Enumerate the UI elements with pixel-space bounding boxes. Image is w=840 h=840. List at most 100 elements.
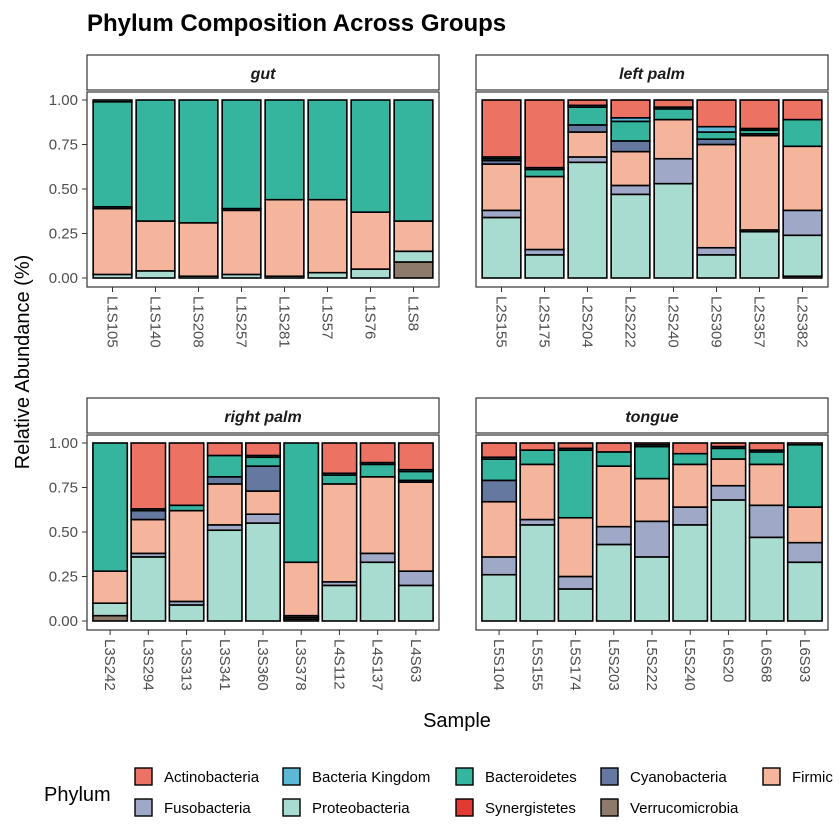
bar-segment-l2s175-firmicutes xyxy=(524,175,565,251)
x-tick-label-l2s309: L2S309 xyxy=(708,296,725,348)
bar-segment-l4s137-actinobacteria xyxy=(359,442,396,464)
x-tick-label-l3s242: L3S242 xyxy=(101,639,118,691)
bar-segment-l4s137-firmicutes xyxy=(359,476,396,555)
bar-segment-l3s313-firmicutes xyxy=(168,509,205,603)
legend-label-cyanobacteria: Cyanobacteria xyxy=(630,769,727,786)
facet-panels: gut L1S105 L1S140 L1S208 L1S257 L1S281 L1S57 L1… xyxy=(49,54,829,691)
bar-segment-l2s222-proteobacteria xyxy=(610,193,651,279)
x-tick-label-l4s63: L4S63 xyxy=(407,639,424,682)
bar-segment-l2s222-cyanobacteria xyxy=(610,140,651,153)
x-tick-label-l5s174: L5S174 xyxy=(567,639,584,691)
bar-segment-l5s240-firmicutes xyxy=(672,463,709,508)
bar-segment-l3s341-actinobacteria xyxy=(206,442,243,457)
facet-strip-left-palm xyxy=(475,54,829,91)
legend-label-fusobacteria: Fusobacteria xyxy=(164,800,251,817)
facet-right-palm: right palm L3S242 L3S294 L3S313 L3S341 L3S360… xyxy=(49,397,440,691)
bar-segment-l6s68-proteobacteria xyxy=(748,536,785,622)
bar-segment-l3s242-firmicutes xyxy=(92,570,129,604)
bar-segment-l1s57-proteobacteria xyxy=(307,271,348,279)
x-tick-label-l3s341: L3S341 xyxy=(216,639,233,691)
bar-segment-l5s203-firmicutes xyxy=(595,465,632,528)
bar-segment-l3s341-bacteroidetes xyxy=(206,454,243,478)
legend-swatch-proteobacteria xyxy=(282,798,301,817)
bar-segment-l2s204-proteobacteria xyxy=(567,161,608,279)
x-tick-label-l5s222: L5S222 xyxy=(643,639,660,691)
bar-segment-l1s105-firmicutes xyxy=(92,207,133,276)
x-tick-label-l2s222: L2S222 xyxy=(622,296,639,348)
x-tick-label-l1s140: L1S140 xyxy=(147,296,164,348)
bar-segment-l6s93-bacteroidetes xyxy=(786,443,823,508)
bar-segment-l3s242-verrucomicrobia xyxy=(92,614,129,622)
bar-segment-l5s174-fusobacteria xyxy=(557,575,594,590)
bar-segment-l3s360-firmicutes xyxy=(245,490,282,515)
bar-segment-l5s155-bacteroidetes xyxy=(519,449,556,466)
bar-segment-l5s240-fusobacteria xyxy=(672,506,709,526)
bar-segment-l2s175-bacteroidetes xyxy=(524,168,565,178)
x-tick-label-l2s357: L2S357 xyxy=(751,296,768,348)
bar-segment-l5s203-bacteroidetes xyxy=(595,451,632,467)
bar-segment-l1s57-firmicutes xyxy=(307,198,348,274)
bar-segment-l3s341-firmicutes xyxy=(206,483,243,526)
x-tick-label-l1s105: L1S105 xyxy=(104,296,121,348)
bar-segment-l3s294-cyanobacteria xyxy=(130,509,167,521)
bar-segment-l5s104-bacteroidetes xyxy=(481,458,518,482)
bar-segment-l3s360-cyanobacteria xyxy=(245,465,282,492)
bar-segment-l6s20-firmicutes xyxy=(710,458,747,487)
bar-segment-l6s93-actinobacteria xyxy=(786,442,823,446)
x-tick-label-l1s208: L1S208 xyxy=(190,296,207,348)
legend-swatch-cyanobacteria xyxy=(600,767,619,786)
bar-segment-l5s174-proteobacteria xyxy=(557,588,594,622)
bar-segment-l2s309-fusobacteria xyxy=(696,246,737,256)
bar-segment-l5s203-fusobacteria xyxy=(595,525,632,546)
bar-segment-l2s155-proteobacteria xyxy=(481,216,522,279)
bar-segment-l2s204-fusobacteria xyxy=(567,156,608,164)
bar-segment-l2s382-fusobacteria xyxy=(782,209,823,237)
legend-swatch-actinobacteria xyxy=(134,767,153,786)
bar-segment-l6s68-actinobacteria xyxy=(748,442,785,451)
bar-segment-l3s360-fusobacteria xyxy=(245,513,282,524)
x-tick-label-l5s203: L5S203 xyxy=(605,639,622,691)
bar-segment-l2s204-bacteroidetes xyxy=(567,106,608,126)
bar-segment-l4s112-proteobacteria xyxy=(321,584,358,622)
y-tick-label-gut-0-25: 0.25 xyxy=(49,226,78,243)
x-tick-label-l1s281: L1S281 xyxy=(276,296,293,348)
bar-segment-l2s222-firmicutes xyxy=(610,150,651,187)
x-tick-label-l5s155: L5S155 xyxy=(528,639,545,691)
x-tick-label-l5s240: L5S240 xyxy=(681,639,698,691)
legend-label-bacteroidetes: Bacteroidetes xyxy=(485,769,577,786)
legend-label-actinobacteria: Actinobacteria xyxy=(164,769,260,786)
bar-segment-l5s222-proteobacteria xyxy=(633,556,670,622)
bar-segment-l1s105-bacteroidetes xyxy=(92,100,133,208)
bar-segment-l3s378-firmicutes xyxy=(283,561,320,617)
bar-segment-l5s155-actinobacteria xyxy=(519,442,556,451)
bar-segment-l5s104-firmicutes xyxy=(481,500,518,558)
legend-label-firmicutes: Firmic xyxy=(792,769,833,786)
x-tick-label-l6s68: L6S68 xyxy=(758,639,775,682)
bar-segment-l5s174-bacteroidetes xyxy=(557,449,594,519)
bar-segment-l6s20-proteobacteria xyxy=(710,499,747,622)
bar-segment-l5s203-proteobacteria xyxy=(595,543,632,622)
bar-segment-l1s257-bacteroidetes xyxy=(221,99,262,210)
x-tick-label-l4s112: L4S112 xyxy=(330,639,347,690)
y-tick-label-gut-0-00: 0.00 xyxy=(49,270,78,287)
bar-segment-l2s204-firmicutes xyxy=(567,131,608,158)
bar-segment-l4s137-fusobacteria xyxy=(359,552,396,564)
bar-segment-l5s222-fusobacteria xyxy=(633,520,670,558)
bar-segment-l4s112-firmicutes xyxy=(321,483,358,583)
bar-segment-l4s112-bacteroidetes xyxy=(321,474,358,485)
x-tick-label-l1s76: L1S76 xyxy=(362,296,379,339)
legend-item-bacteria-kingdom: Bacteria Kingdom xyxy=(282,767,430,786)
x-tick-label-l3s313: L3S313 xyxy=(178,639,195,691)
y-tick-label-gut-0-50: 0.50 xyxy=(49,181,78,198)
facet-strip-right-palm xyxy=(86,397,440,434)
bar-segment-l4s63-fusobacteria xyxy=(397,570,434,587)
bar-segment-l3s360-bacteroidetes xyxy=(245,456,282,467)
bar-segment-l1s8-bacteroidetes xyxy=(393,99,434,222)
legend-item-proteobacteria: Proteobacteria xyxy=(282,798,410,817)
legend-label-bacteria-kingdom: Bacteria Kingdom xyxy=(312,769,430,786)
bar-segment-l2s155-fusobacteria xyxy=(481,209,522,219)
bar-segment-l1s105-bacteria-kingdom xyxy=(92,99,133,103)
legend-label-verrucomicrobia: Verrucomicrobia xyxy=(630,800,739,817)
legend-swatch-fusobacteria xyxy=(134,798,153,817)
